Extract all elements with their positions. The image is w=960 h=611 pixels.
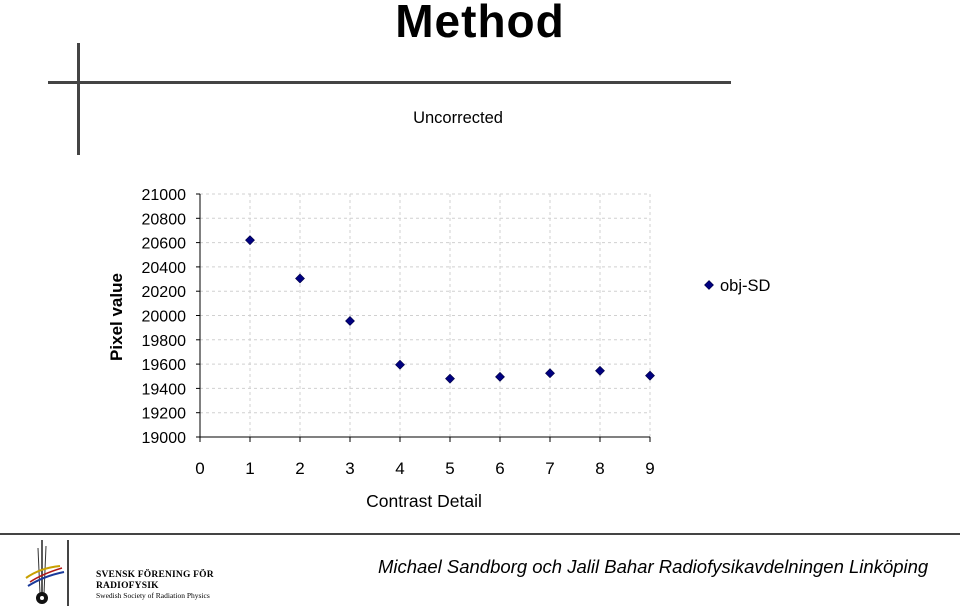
logo-line-1: SVENSK FÖRENING FÖR bbox=[96, 570, 214, 580]
y-tick-label: 21000 bbox=[142, 187, 187, 204]
x-tick-label: 6 bbox=[495, 459, 504, 478]
data-point bbox=[395, 359, 405, 370]
logo-line-2: RADIOFYSIK bbox=[96, 580, 159, 591]
x-tick-label: 9 bbox=[645, 459, 654, 478]
y-tick-label: 20200 bbox=[142, 284, 187, 301]
society-logo-icon bbox=[20, 538, 68, 611]
y-tick-label: 20600 bbox=[142, 236, 187, 253]
x-axis-label: Contrast Detail bbox=[366, 491, 482, 511]
x-tick-label: 4 bbox=[395, 459, 404, 478]
society-logo-text: SVENSK FÖRENING FÖR RADIOFYSIK Swedish S… bbox=[96, 570, 214, 600]
slide-title: Method bbox=[395, 0, 565, 47]
data-point bbox=[645, 370, 655, 381]
y-tick-label: 19600 bbox=[142, 357, 187, 374]
chart-points bbox=[245, 235, 655, 384]
legend-label: obj-SD bbox=[720, 277, 771, 295]
legend-marker bbox=[704, 280, 714, 290]
y-tick-label: 19200 bbox=[142, 406, 187, 423]
chart-title: Uncorrected bbox=[413, 109, 503, 127]
y-tick-label: 19000 bbox=[142, 430, 187, 447]
data-point bbox=[595, 365, 605, 376]
y-tick-label: 20000 bbox=[142, 309, 187, 326]
y-tick-label: 20800 bbox=[142, 211, 187, 228]
x-tick-label: 5 bbox=[445, 459, 454, 478]
x-tick-label: 2 bbox=[295, 459, 304, 478]
x-tick-label: 8 bbox=[595, 459, 604, 478]
data-point bbox=[495, 371, 505, 382]
x-tick-label: 0 bbox=[195, 459, 204, 478]
y-tick-label: 19800 bbox=[142, 333, 187, 350]
footer-author: Michael Sandborg och Jalil Bahar Radiofy… bbox=[378, 556, 929, 577]
data-point bbox=[545, 368, 555, 379]
footer-rule-vertical bbox=[67, 540, 69, 606]
x-tick-label: 3 bbox=[345, 459, 354, 478]
header-rule-vertical bbox=[77, 43, 80, 155]
scatter-chart: 21000 20800 20600 20400 20200 20000 19800 19600… bbox=[107, 109, 771, 511]
logo-line-3: Swedish Society of Radiation Physics bbox=[96, 590, 210, 600]
data-point bbox=[245, 235, 255, 246]
y-axis-label: Pixel value bbox=[107, 273, 126, 361]
y-tick-label: 19400 bbox=[142, 381, 187, 398]
y-tick-label: 20400 bbox=[142, 260, 187, 277]
chart-legend: obj-SD bbox=[704, 277, 771, 295]
header-rule bbox=[48, 81, 731, 84]
x-tick-label: 7 bbox=[545, 459, 554, 478]
data-point bbox=[295, 273, 305, 284]
chart-grid bbox=[200, 193, 651, 437]
chart-ticks: 21000 20800 20600 20400 20200 20000 19800 19600… bbox=[142, 187, 655, 478]
data-point bbox=[345, 316, 355, 326]
data-point bbox=[445, 373, 455, 384]
footer-rule bbox=[0, 533, 960, 535]
x-tick-label: 1 bbox=[245, 459, 254, 478]
